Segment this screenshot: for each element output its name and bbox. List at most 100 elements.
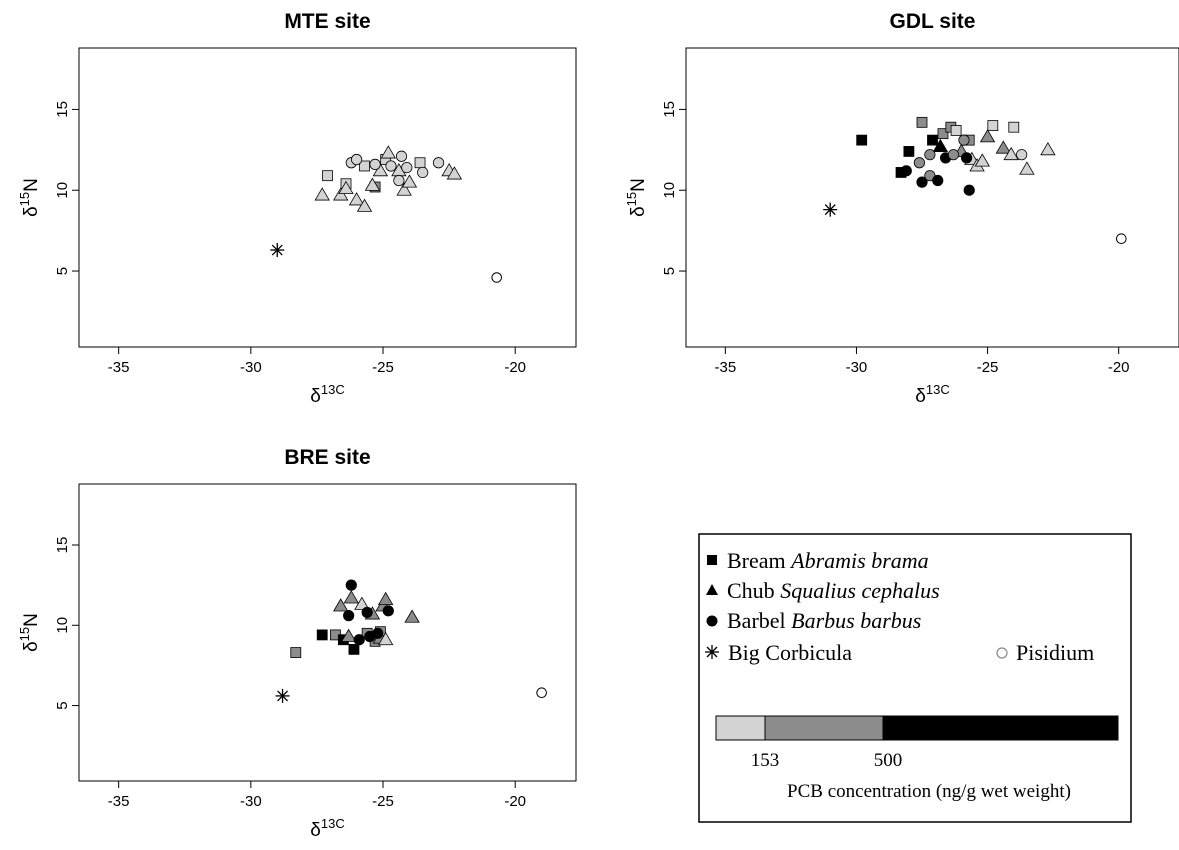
x-tick-label: -35 [714,359,736,376]
data-point-barbel [385,160,397,172]
plot-frame [685,47,1179,348]
legend-corbicula: Big Corbicula [728,640,852,665]
data-point-bream [348,643,360,655]
data-point-chub [404,609,420,623]
x-axis-label: δ13C [310,382,344,407]
data-point-barbel [913,157,925,169]
x-axis-label: δ13C [915,382,949,407]
x-tick-label: -30 [240,359,262,376]
plot-frame [78,483,577,782]
data-point-barbel [417,166,429,179]
data-point-chub [340,628,357,642]
data-point-chub [1003,146,1019,161]
x-tick-label: -20 [1108,359,1130,376]
chub-marker-icon [706,584,718,595]
data-point-chub [333,187,349,201]
data-point-chub [314,187,330,201]
barbel-marker-icon [706,615,718,627]
data-point-bream [322,170,333,182]
y-axis-label: δ15N [17,613,42,652]
y-tick-label: 10 [661,182,678,199]
data-point-barbel [369,158,381,170]
y-axis-label: δ15N [624,178,649,217]
panel-gdl-site: GDL site -35 -30 -25 -20 5 10 15 δ13C δ15N [624,10,1179,407]
data-point-bream [316,629,328,641]
x-tick-label: -30 [846,359,868,376]
data-point-chub [354,596,370,610]
data-point-pisidium [491,272,502,283]
data-point-bream [987,120,999,131]
data-point-barbel [963,184,975,196]
panel-bre-site: BRE site -35 -30 -25 -20 5 10 15 δ13C δ15N [17,446,577,841]
legend-pisidium: Pisidium [1016,640,1094,665]
x-tick-label: -20 [504,793,526,810]
data-point-bream [1008,121,1020,133]
data-point-pisidium [536,687,547,699]
legend: Bream Abramis brama Chub Squalius cephal… [698,533,1132,823]
y-tick-label: 15 [661,101,678,118]
data-point-bream [916,116,928,128]
colorbar-high [882,715,1119,741]
colorbar [715,715,1119,741]
x-tick-label: -25 [372,359,394,376]
panel-mte-site: MTE site -35 -30 -25 -20 5 10 15 δ13C δ15N [17,10,577,407]
x-tick-label: -30 [240,793,262,810]
y-tick-label: 15 [54,101,71,118]
data-point-chub [348,192,365,206]
data-point-chub [372,163,389,177]
svg-text:Bream Abramis brama: Bream Abramis brama [727,548,929,573]
data-point-chub [338,180,354,195]
data-point-chub [377,591,394,605]
data-point-chub [380,145,396,159]
data-point-bream [856,134,868,146]
data-point-bream [950,125,962,136]
data-point-bream [903,146,915,157]
y-axis-label: δ15N [17,178,42,217]
data-point-barbel [393,174,405,187]
x-tick-label: -25 [372,793,394,810]
data-point-bream [937,128,949,140]
legend-bream-common: Bream [727,548,786,573]
y-tick-label: 5 [661,267,678,275]
colorbar-label: PCB concentration (ng/g wet weight) [787,781,1071,802]
data-point-barbel [947,149,960,161]
data-point-bream [414,157,426,169]
data-point-chub [932,138,949,152]
x-tick-label: -35 [108,359,130,376]
data-point-pisidium [1116,233,1127,245]
data-point-barbel [353,634,365,646]
data-point-barbel [958,134,970,146]
data-point-corbicula [270,243,285,258]
legend-frame [698,533,1132,823]
y-tick-label: 5 [54,701,71,709]
data-point-barbel [960,152,973,164]
data-point-corbicula [823,202,838,217]
data-point-chub [333,598,349,612]
colorbar-tick-153: 153 [751,750,780,771]
data-point-barbel [932,174,944,187]
data-point-barbel [900,165,912,177]
legend-barbel-latin: Barbus barbus [791,608,921,633]
y-tick-label: 15 [54,537,71,554]
plot-frame [78,47,577,348]
data-point-chub [979,129,996,143]
colorbar-mid [764,715,884,741]
data-point-barbel [395,150,408,162]
legend-chub-latin: Squalius cephalus [780,578,940,603]
data-point-barbel [372,627,384,639]
data-point-chub [1040,142,1056,156]
data-point-chub [974,153,991,167]
data-point-bream [927,134,938,146]
data-point-barbel [361,606,373,619]
data-point-chub [446,166,463,180]
colorbar-low [715,715,766,741]
data-point-chub [356,198,373,212]
data-point-barbel [343,610,355,622]
x-tick-label: -35 [108,793,130,810]
data-point-chub [995,140,1011,154]
chart-title: BRE site [284,446,370,469]
y-tick-label: 10 [54,182,71,199]
corbicula-marker-icon [705,645,719,659]
pisidium-marker-icon [996,647,1008,659]
